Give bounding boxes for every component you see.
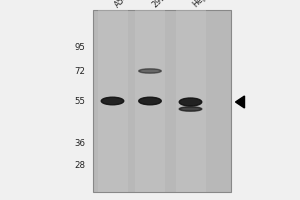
Text: 55: 55 [74,98,86,106]
Ellipse shape [179,107,202,111]
Bar [98,10,128,192]
Ellipse shape [101,97,124,105]
Text: 36: 36 [74,138,86,148]
Ellipse shape [139,97,161,105]
Bar [93,10,231,192]
Text: 95: 95 [75,44,86,52]
Text: 28: 28 [74,162,86,170]
Polygon shape [236,96,244,108]
Text: 72: 72 [74,68,86,76]
Text: A549: A549 [112,0,134,9]
Text: 293: 293 [150,0,167,9]
Bar [135,10,165,192]
Ellipse shape [139,69,161,73]
Text: HepG2: HepG2 [190,0,216,9]
Ellipse shape [179,98,202,106]
Bar [176,10,206,192]
